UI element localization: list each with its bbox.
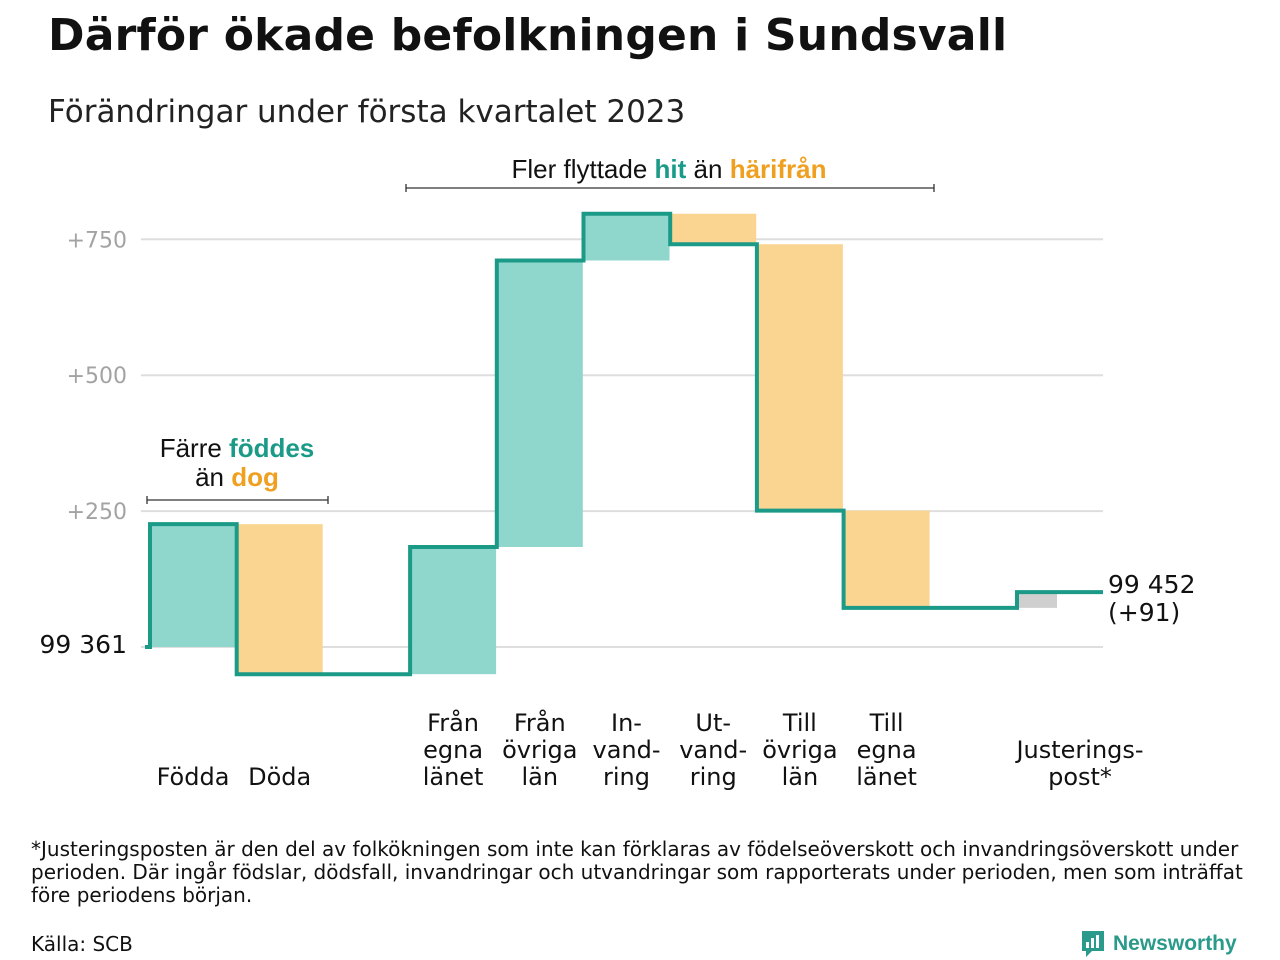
end-change-label: (+91) — [1108, 598, 1180, 627]
chart-title: Därför ökade befolkningen i Sundsvall — [48, 10, 1008, 61]
category-label-line: vand- — [679, 736, 747, 764]
cumulative-step-line — [145, 211, 1103, 677]
migration-annotation: Fler flyttade hit än härifrån — [405, 154, 935, 192]
svg-text:Färre föddes: Färre föddes — [160, 433, 315, 463]
category-label-line: post* — [1048, 763, 1112, 791]
bar-increase — [150, 524, 236, 647]
category-label: In-vand-ring — [592, 709, 660, 791]
category-label: Från övriga län — [502, 708, 577, 791]
annotation-text: Fler flyttade — [511, 154, 654, 184]
category-label-line: Födda — [157, 763, 230, 791]
annotation-highlight-orange: dog — [231, 462, 279, 492]
births-deaths-annotation: Färre föddes än dog — [146, 433, 329, 504]
category-label: Döda — [248, 763, 311, 791]
category-label-line: länet — [423, 763, 484, 791]
bar-increase — [410, 546, 497, 675]
y-axis-ticks: +250 +500 +750 — [67, 228, 127, 525]
annotation-highlight-green: hit — [655, 154, 687, 184]
category-label: Till egna länet — [856, 709, 917, 791]
category-label-line: ring — [690, 763, 737, 791]
annotation-highlight-green: föddes — [229, 433, 314, 463]
y-tick-label: +250 — [67, 500, 127, 525]
footnote: *Justeringsposten är den del av folkökni… — [31, 837, 1243, 907]
annotation-highlight-orange: härifrån — [730, 154, 827, 184]
category-label: Ut-vand-ring — [679, 709, 747, 791]
bar-decrease — [236, 524, 323, 675]
bar-adjustment — [1019, 592, 1057, 608]
category-label-line: Från — [427, 708, 479, 737]
bar-decrease — [843, 510, 930, 608]
category-label-line: Från — [514, 708, 566, 737]
bar-increase — [583, 213, 670, 261]
category-label-line: län — [522, 763, 559, 791]
category-label-line: egna — [423, 736, 483, 764]
logo-text: Newsworthy — [1113, 932, 1237, 955]
bar-increase — [496, 260, 583, 547]
step-line — [145, 211, 1103, 677]
category-label-line: övriga — [762, 736, 837, 764]
category-label-line: egna — [857, 736, 917, 764]
annotation-text: än — [686, 154, 729, 184]
category-label: Födda — [157, 763, 230, 791]
bar-decrease — [670, 213, 757, 245]
svg-text:Fler flyttade hit än härifrån: Fler flyttade hit än härifrån — [511, 154, 826, 184]
chart-subtitle: Förändringar under första kvartalet 2023 — [48, 94, 686, 130]
annotation-text: än — [195, 462, 231, 492]
category-label-line: Till — [869, 709, 904, 737]
category-label-line: Justerings- — [1014, 736, 1143, 764]
category-label: Från egna länet — [423, 708, 484, 791]
svg-text:än dog: än dog — [195, 462, 279, 492]
y-tick-label: +750 — [67, 228, 127, 253]
category-label-line: vand- — [592, 736, 660, 764]
y-tick-label: +500 — [67, 364, 127, 389]
newsworthy-logo: Newsworthy — [1080, 928, 1237, 960]
category-label-line: län — [782, 763, 819, 791]
category-label-line: Döda — [248, 763, 311, 791]
category-label: Justerings-post* — [1014, 736, 1143, 791]
newsworthy-logo-icon — [1082, 931, 1104, 957]
category-label-line: länet — [856, 763, 917, 791]
start-value-label: 99 361 — [40, 630, 127, 659]
category-label: Till övriga län — [762, 709, 837, 791]
bar-decrease — [756, 244, 843, 511]
category-label-line: Till — [782, 709, 817, 737]
bars — [150, 213, 1057, 675]
category-label-line: övriga — [502, 736, 577, 764]
category-label-line: In- — [611, 709, 642, 737]
end-value-label: 99 452 — [1108, 570, 1195, 599]
category-label-line: Ut- — [695, 709, 731, 737]
annotation-text: Färre — [160, 433, 229, 463]
source-label: Källa: SCB — [31, 932, 133, 956]
category-label-line: ring — [603, 763, 650, 791]
